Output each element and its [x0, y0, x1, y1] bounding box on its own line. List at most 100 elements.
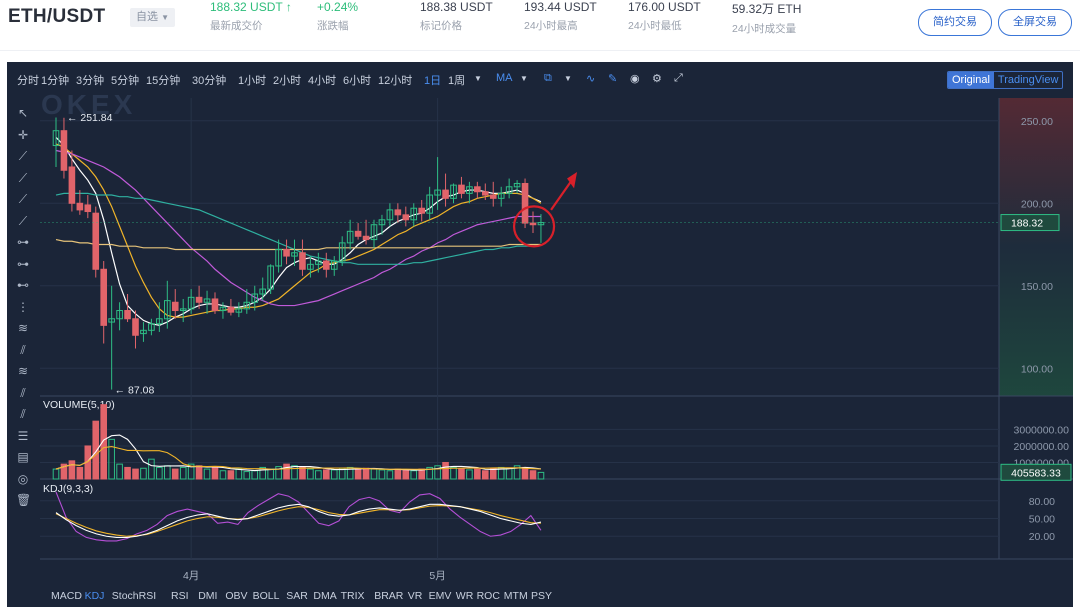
- interval-11[interactable]: 1日: [424, 75, 442, 87]
- interval-8[interactable]: 4小时: [308, 75, 337, 87]
- interval-5[interactable]: 30分钟: [192, 75, 227, 87]
- interval-6[interactable]: 1小时: [238, 75, 267, 87]
- parallel-channel-icon[interactable]: ≋: [17, 321, 29, 335]
- candle-body: [394, 209, 402, 216]
- pitchfork-icon[interactable]: ⫽: [20, 342, 26, 357]
- volume-bar: [243, 471, 251, 480]
- horizontal-line-icon[interactable]: ⊶: [17, 235, 29, 249]
- interval-12[interactable]: 1周: [448, 75, 466, 87]
- vertical-line-icon[interactable]: ⋮: [17, 299, 29, 314]
- chart-svg[interactable]: OKEX 250.00 200.00 150.00 100.00 4月 5月 ← 251.84…: [7, 62, 1073, 607]
- candle-body: [482, 191, 489, 196]
- interval-3[interactable]: 5分钟: [111, 75, 140, 87]
- kdj-j-line: [55, 491, 542, 542]
- indicator-tab-trix[interactable]: TRIX: [341, 590, 365, 602]
- interval-7[interactable]: 2小时: [273, 75, 302, 87]
- indicator-tab-rsi[interactable]: RSI: [171, 590, 189, 602]
- callout-arrowhead: [567, 171, 578, 189]
- interval-10[interactable]: 12小时: [378, 75, 413, 87]
- candle-body: [68, 166, 76, 204]
- segment-icon[interactable]: ⟋: [18, 213, 28, 228]
- indicator-tab-wr[interactable]: WR: [456, 590, 474, 602]
- indicator-tab-dmi[interactable]: DMI: [198, 590, 217, 602]
- volume-bar: [354, 468, 362, 480]
- indicator-tab-macd[interactable]: MACD: [51, 590, 82, 602]
- candle-body: [243, 301, 251, 310]
- fib-icon[interactable]: ≋: [17, 364, 29, 378]
- volume-bar: [179, 466, 187, 480]
- indicator-tab-dma[interactable]: DMA: [313, 590, 336, 602]
- volume-bar: [505, 467, 513, 480]
- indicator-tab-mtm[interactable]: MTM: [504, 590, 528, 602]
- caret-down-icon[interactable]: ▼: [564, 74, 572, 83]
- stack-icon[interactable]: ☰: [17, 428, 29, 443]
- indicator-tab-boll[interactable]: BOLL: [253, 590, 280, 602]
- candle-body: [275, 248, 282, 267]
- kdj-k-line: [55, 503, 542, 538]
- mark-price-label: 标记价格: [420, 20, 462, 32]
- volume-bar: [307, 468, 314, 480]
- volume-bar: [251, 470, 259, 480]
- ruler-icon[interactable]: ▤: [17, 450, 29, 464]
- indicator-tab-stochrsi[interactable]: StochRSI: [112, 590, 156, 602]
- indicator-tab-kdj[interactable]: KDJ: [85, 590, 105, 602]
- candle-body: [307, 263, 314, 270]
- candle-body: [203, 298, 211, 303]
- view-tradingview-tab[interactable]: TradingView: [997, 74, 1059, 86]
- fib-fan-icon[interactable]: ⫽: [20, 407, 26, 421]
- line-icon[interactable]: ∿: [586, 73, 596, 85]
- volume-bar: [140, 467, 147, 480]
- cursor-icon[interactable]: ↖: [17, 106, 29, 120]
- indicator-tab-emv[interactable]: EMV: [429, 590, 452, 602]
- gear-icon[interactable]: ⚙: [652, 73, 662, 85]
- extended-line-icon[interactable]: ⟋: [18, 192, 28, 206]
- price-axis-bg: [999, 98, 1073, 396]
- candle-body: [338, 242, 346, 262]
- caret-down-icon[interactable]: ▼: [474, 74, 482, 83]
- gann-icon[interactable]: ⫽: [20, 385, 26, 400]
- high-value: 193.44 USDT: [524, 0, 597, 14]
- favorite-button[interactable]: 自选 ▼: [130, 8, 175, 27]
- trash-icon[interactable]: 🗑: [16, 493, 32, 507]
- indicator-tab-brar[interactable]: BRAR: [374, 590, 404, 602]
- candle-body: [164, 300, 171, 320]
- fullscreen-icon[interactable]: ⤢: [674, 72, 683, 84]
- indicator-tab-sar[interactable]: SAR: [286, 590, 308, 602]
- candle-body: [330, 260, 338, 270]
- interval-4[interactable]: 15分钟: [146, 75, 181, 87]
- change-value: +0.24%: [317, 0, 359, 14]
- interval-1[interactable]: 1分钟: [41, 75, 70, 87]
- candle-body: [60, 130, 68, 171]
- interval-9[interactable]: 6小时: [343, 75, 372, 87]
- indicator-tab-obv[interactable]: OBV: [225, 590, 247, 602]
- interval-2[interactable]: 3分钟: [76, 75, 105, 87]
- fullscreen-trade-button[interactable]: 全屏交易: [998, 9, 1072, 36]
- candle-body: [156, 318, 163, 325]
- candle-body: [418, 207, 425, 214]
- draw-icon[interactable]: ✎: [608, 73, 618, 85]
- indicator-tab-roc[interactable]: ROC: [477, 590, 501, 602]
- camera-icon[interactable]: ◉: [630, 73, 640, 85]
- ma10-line: [55, 143, 542, 318]
- indicator-tab-vr[interactable]: VR: [408, 590, 423, 602]
- candle-body: [179, 308, 187, 312]
- ray-icon[interactable]: ⟋: [18, 170, 28, 185]
- volume-bar: [458, 468, 465, 480]
- trendline-icon[interactable]: ⟋: [18, 149, 28, 163]
- ma20-line: [55, 149, 541, 307]
- eye-icon[interactable]: ◎: [17, 471, 29, 486]
- volume-bar: [68, 460, 76, 480]
- simple-trade-button[interactable]: 简约交易: [918, 9, 992, 36]
- indicator-ma-button[interactable]: MA: [496, 72, 513, 84]
- price-line-icon[interactable]: ⊷: [17, 278, 29, 292]
- stat-mark-price: 188.38 USDT 标记价格: [420, 0, 493, 33]
- caret-down-icon[interactable]: ▼: [520, 74, 528, 83]
- indicator-tab-psy[interactable]: PSY: [531, 590, 552, 602]
- volume-bar: [100, 404, 108, 480]
- view-original-tab[interactable]: Original: [948, 72, 994, 88]
- price-tick-label: 100.00: [1021, 363, 1053, 375]
- candle-type-icon[interactable]: ⧉: [544, 72, 552, 84]
- horizontal-ray-icon[interactable]: ⊶: [17, 256, 29, 271]
- crosshair-icon[interactable]: ✛: [17, 127, 29, 142]
- interval-0[interactable]: 分时: [17, 75, 39, 87]
